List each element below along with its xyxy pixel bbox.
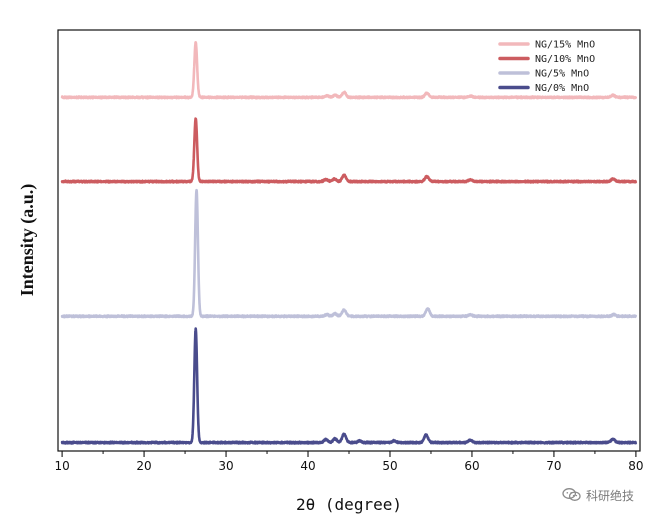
watermark: 科研绝技 (524, 484, 634, 506)
series-layer (60, 41, 638, 445)
y-axis-title: Intensity (a.u.) (17, 184, 38, 297)
wechat-icon (562, 488, 581, 501)
watermark-text: 科研绝技 (585, 488, 634, 503)
legend: NG/15% MnO NG/10% MnO NG/5% MnO NG/0% MnO (498, 40, 595, 94)
x-axis-tick-label: 10 (54, 459, 69, 473)
legend-label: NG/5% MnO (535, 69, 589, 80)
x-axis-tick-label: 50 (382, 459, 397, 473)
x-axis-ticks: 10 20 30 40 50 60 70 80 (54, 451, 644, 473)
legend-label: NG/10% MnO (535, 54, 595, 65)
series-line (60, 41, 638, 100)
x-axis-tick-label: 60 (464, 459, 479, 473)
series-line (60, 188, 638, 319)
series-line (60, 117, 638, 184)
x-axis-tick-label: 20 (136, 459, 151, 473)
x-axis-tick-label: 30 (218, 459, 233, 473)
x-axis-title: 2θ (degree) (296, 495, 402, 514)
series-line (60, 327, 638, 445)
legend-label: NG/0% MnO (535, 83, 589, 94)
legend-label: NG/15% MnO (535, 40, 595, 51)
x-axis-tick-label: 80 (628, 459, 643, 473)
x-axis-tick-label: 40 (300, 459, 315, 473)
x-axis-tick-label: 70 (546, 459, 561, 473)
